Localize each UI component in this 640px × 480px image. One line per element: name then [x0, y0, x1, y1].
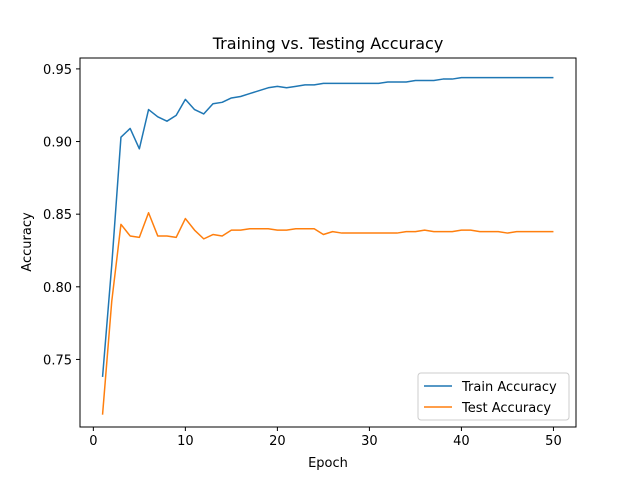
legend-entry-label: Train Accuracy — [461, 380, 557, 395]
series-line-train-accuracy — [101, 76, 554, 377]
y-tick-label: 0.95 — [43, 63, 72, 78]
x-axis-label: Epoch — [308, 456, 348, 471]
x-tick-label: 40 — [453, 434, 470, 449]
y-tick-label: 0.85 — [43, 208, 72, 223]
y-tick-label: 0.75 — [43, 353, 72, 368]
y-tick-label: 0.80 — [43, 281, 72, 296]
x-tick-label: 30 — [361, 434, 378, 449]
series-layer — [101, 76, 554, 415]
legend-box — [417, 372, 570, 421]
legend-entry-label: Test Accuracy — [461, 401, 551, 416]
legend: Train Accuracy Test Accuracy — [417, 372, 570, 421]
x-tick-label: 20 — [269, 434, 286, 449]
y-tick-label: 0.90 — [43, 136, 72, 151]
plot-area-frame — [79, 57, 577, 428]
x-tick-label: 0 — [89, 434, 97, 449]
y-axis-label: Accuracy — [20, 212, 35, 272]
series-line-test-accuracy — [101, 211, 554, 415]
x-tick-label: 10 — [177, 434, 194, 449]
x-tick-label: 50 — [545, 434, 562, 449]
chart-title: Training vs. Testing Accuracy — [212, 34, 444, 53]
ticks-layer: 0 10 20 30 40 50 0.75 0.80 0.85 0.90 0.95 — [43, 63, 562, 449]
